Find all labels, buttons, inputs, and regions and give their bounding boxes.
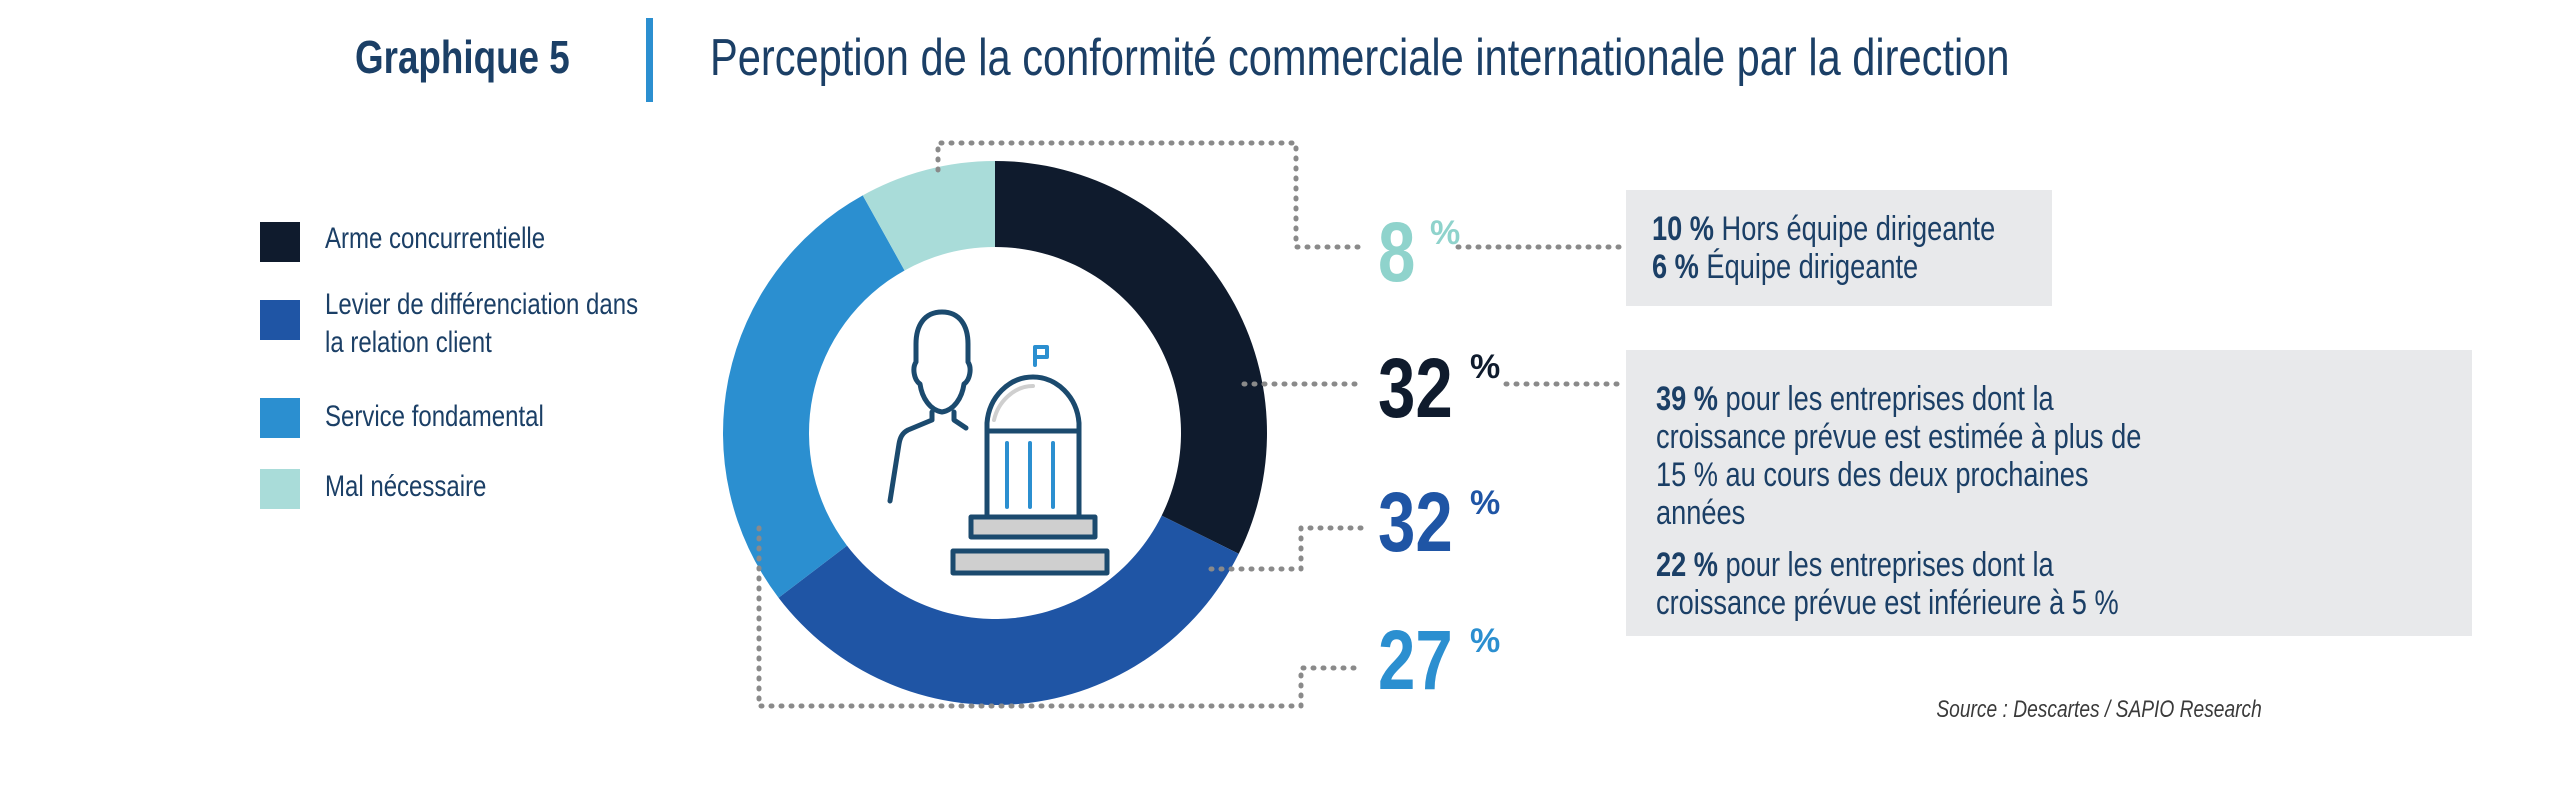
percent-sign-mal: % (1430, 214, 1461, 252)
value-label-arme: 32 (1378, 346, 1453, 430)
leader-line-mal (935, 140, 1365, 250)
callout-line: 6 % Équipe dirigeante (1652, 248, 1995, 286)
executive-and-government-building-icon (887, 309, 1110, 576)
value-label-mal: 8 (1378, 210, 1415, 294)
legend-label-arme: Arme concurrentielle (325, 220, 545, 258)
percent-sign-service: % (1470, 622, 1501, 660)
donut-slices (723, 161, 1267, 705)
percent-sign-arme: % (1470, 348, 1501, 386)
title-divider (646, 18, 653, 102)
donut-slice-levier (778, 515, 1239, 705)
callout-text: pour les entreprises dont la croissance … (1656, 546, 2119, 622)
callout-bold: 6 % (1652, 248, 1699, 286)
legend-label-mal: Mal nécessaire (325, 468, 486, 506)
legend-text: Arme concurrentielle (325, 222, 546, 255)
legend-text: Mal nécessaire (325, 470, 487, 503)
legend-text: Service fondamental (325, 400, 544, 433)
source-note: Source : Descartes / SAPIO Research (1936, 696, 2262, 723)
legend-swatch-levier (260, 300, 300, 340)
callout-bold: 22 % (1656, 546, 1718, 584)
value-label-levier: 32 (1378, 480, 1453, 564)
callout-text: Hors équipe dirigeante (1714, 210, 1996, 248)
callout-text: pour les entreprises dont la croissance … (1656, 380, 2142, 532)
graph-number-label: Graphique 5 (355, 31, 570, 83)
leader-line-levier (1208, 525, 1365, 572)
value-number: 8 (1378, 205, 1416, 299)
leader-line-service (756, 525, 1365, 709)
value-number: 27 (1378, 613, 1453, 707)
percent-sign-levier: % (1470, 484, 1501, 522)
donut-slice-arme (995, 161, 1267, 554)
callout-box-arme: 39 % pour les entreprises dont la croiss… (1626, 350, 2472, 636)
callout-line: 10 % Hors équipe dirigeante (1652, 210, 1995, 248)
value-number: 32 (1378, 341, 1453, 435)
leader-lines (756, 140, 1625, 709)
value-label-service: 27 (1378, 618, 1453, 702)
callout-bold: 10 % (1652, 210, 1714, 248)
donut-slice-service (723, 195, 905, 598)
legend-label-service: Service fondamental (325, 398, 544, 436)
legend-text: la relation client (325, 326, 492, 359)
donut-slice-mal (862, 161, 995, 271)
legend-swatch-mal (260, 469, 300, 509)
callout-text: Équipe dirigeante (1698, 248, 1919, 286)
callout-paragraph: 22 % pour les entreprises dont la croiss… (1656, 546, 2160, 622)
legend-swatch-service (260, 398, 300, 438)
callout-bold: 39 % (1656, 380, 1718, 418)
chart-title: Perception de la conformité commerciale … (710, 29, 2010, 87)
value-number: 32 (1378, 475, 1453, 569)
legend-swatch-arme (260, 222, 300, 262)
legend-label-levier: Levier de différenciation dans la relatio… (325, 286, 638, 362)
callout-box-mal: 10 % Hors équipe dirigeante 6 % Équipe d… (1626, 190, 2052, 306)
legend-text: Levier de différenciation dans (325, 288, 639, 321)
callout-paragraph: 39 % pour les entreprises dont la croiss… (1656, 380, 2160, 532)
